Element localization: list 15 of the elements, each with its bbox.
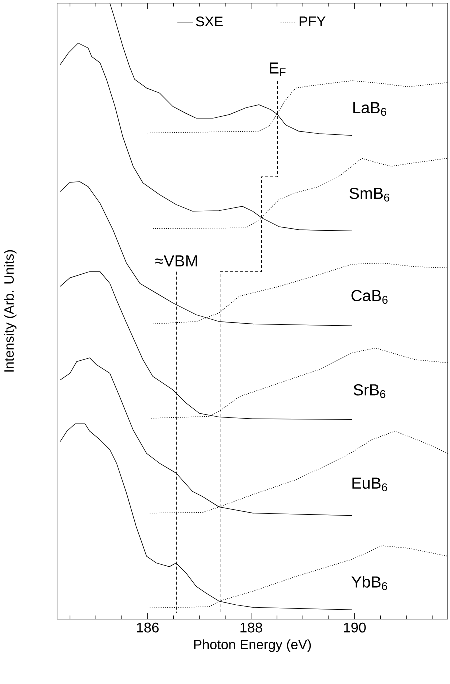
legend-label: PFY xyxy=(300,16,326,26)
annotation: E$_{F}$ xyxy=(270,62,286,76)
x-axis-title: Photon Energy (eV) xyxy=(194,640,312,652)
x-tick-label: 190 xyxy=(344,622,366,633)
annotation: CaB$_{6}$ xyxy=(352,290,388,304)
y-axis-title: Intensity (Arb. Units) xyxy=(4,250,17,372)
legend-label: SXE xyxy=(196,16,223,27)
x-tick-label: 186 xyxy=(137,622,159,633)
annotation: ≈VBM xyxy=(156,256,198,267)
annotation: YbB$_{6}$ xyxy=(352,576,388,590)
annotation: SmB$_{6}$ xyxy=(350,188,390,202)
annotation: SrB$_{6}$ xyxy=(354,384,386,398)
annotation: LaB$_{6}$ xyxy=(354,102,386,116)
annotation: EuB$_{6}$ xyxy=(352,478,388,492)
x-tick-label: 188 xyxy=(240,622,262,633)
